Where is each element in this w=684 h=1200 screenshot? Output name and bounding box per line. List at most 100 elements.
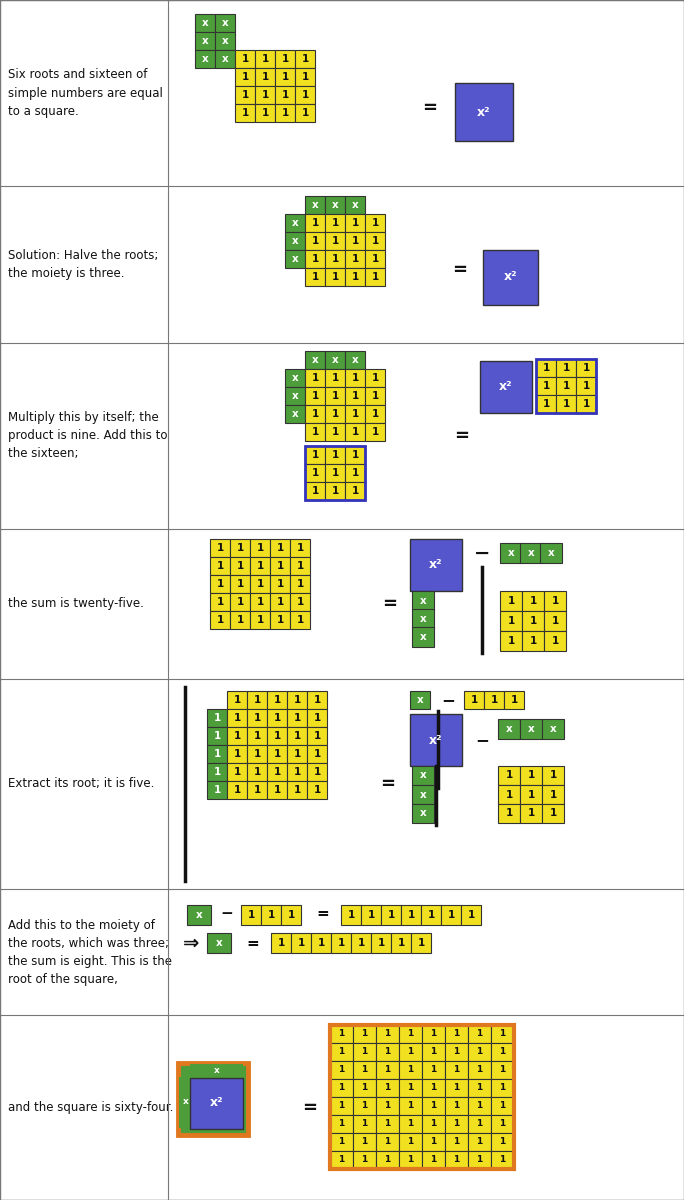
Text: 1: 1 <box>352 391 358 401</box>
Text: 1: 1 <box>549 809 557 818</box>
Bar <box>330 1133 353 1151</box>
Bar <box>247 781 267 799</box>
Bar <box>410 714 462 766</box>
Text: 1: 1 <box>476 1102 483 1110</box>
Text: 1: 1 <box>276 596 284 607</box>
Bar <box>207 745 227 763</box>
Text: x: x <box>419 790 426 799</box>
Bar <box>353 1133 376 1151</box>
Text: 1: 1 <box>274 731 280 740</box>
Text: 1: 1 <box>281 90 289 100</box>
Text: 1: 1 <box>331 373 339 383</box>
Bar <box>353 1043 376 1061</box>
Bar <box>345 232 365 250</box>
Bar <box>422 1133 445 1151</box>
Text: 1: 1 <box>529 596 537 606</box>
Bar <box>345 268 365 286</box>
Text: 1: 1 <box>384 1048 391 1056</box>
Bar <box>491 1097 514 1115</box>
Text: Add this to the moiety of
the roots, which was three;
the sum is eight. This is : Add this to the moiety of the roots, whi… <box>8 918 172 985</box>
Bar <box>207 781 227 799</box>
Bar <box>230 593 250 611</box>
Text: x: x <box>419 632 426 642</box>
Text: 1: 1 <box>453 1066 460 1074</box>
Bar <box>353 1079 376 1097</box>
Text: 1: 1 <box>371 409 379 419</box>
Text: x: x <box>312 200 318 210</box>
Text: 1: 1 <box>430 1102 436 1110</box>
Bar <box>445 1025 468 1043</box>
Text: 1: 1 <box>293 695 301 704</box>
Bar <box>290 611 310 629</box>
Bar <box>536 395 556 413</box>
Bar <box>287 763 307 781</box>
Bar <box>391 934 411 953</box>
Bar <box>179 1076 193 1128</box>
Bar <box>230 611 250 629</box>
Text: x: x <box>213 1066 220 1075</box>
Text: 1: 1 <box>281 108 289 118</box>
Text: 1: 1 <box>213 731 221 740</box>
Text: 1: 1 <box>408 1030 414 1038</box>
Text: =: = <box>454 427 469 445</box>
Bar <box>195 14 215 32</box>
Text: 1: 1 <box>237 560 244 571</box>
Text: 1: 1 <box>371 218 379 228</box>
Bar <box>491 1025 514 1043</box>
Text: x: x <box>291 391 298 401</box>
Text: 1: 1 <box>551 636 559 646</box>
Text: 1: 1 <box>352 373 358 383</box>
Text: 1: 1 <box>313 749 321 758</box>
Bar <box>500 590 522 611</box>
Bar <box>365 404 385 422</box>
Bar <box>210 575 230 593</box>
Text: 1: 1 <box>237 614 244 625</box>
Bar <box>353 1115 376 1133</box>
Text: 1: 1 <box>293 785 301 794</box>
Text: 1: 1 <box>453 1156 460 1164</box>
Bar <box>285 250 305 268</box>
Bar <box>210 593 230 611</box>
Bar <box>307 709 327 727</box>
Bar <box>330 1151 353 1169</box>
Bar <box>445 1097 468 1115</box>
Bar <box>401 905 421 925</box>
Bar <box>285 232 305 250</box>
Text: 1: 1 <box>293 749 301 758</box>
Bar <box>250 557 270 575</box>
Text: 1: 1 <box>562 362 570 373</box>
Text: 1: 1 <box>384 1030 391 1038</box>
Text: 1: 1 <box>331 450 339 460</box>
Bar <box>345 196 365 214</box>
Text: 1: 1 <box>499 1030 505 1038</box>
Text: 1: 1 <box>313 731 321 740</box>
Text: x: x <box>222 54 228 64</box>
Bar <box>285 404 305 422</box>
Bar <box>522 611 544 631</box>
Text: 1: 1 <box>253 695 261 704</box>
Text: 1: 1 <box>313 695 321 704</box>
Text: 1: 1 <box>339 1120 345 1128</box>
Bar <box>421 905 441 925</box>
Text: 1: 1 <box>361 1138 367 1146</box>
Text: 1: 1 <box>267 910 274 920</box>
Bar <box>275 86 295 104</box>
Text: 1: 1 <box>313 785 321 794</box>
Text: 1: 1 <box>311 486 319 496</box>
Bar <box>250 575 270 593</box>
Text: 1: 1 <box>371 254 379 264</box>
Text: 1: 1 <box>352 409 358 419</box>
Bar <box>271 934 291 953</box>
Bar <box>353 1097 376 1115</box>
Bar <box>267 763 287 781</box>
Bar <box>542 785 564 804</box>
Text: x: x <box>527 548 534 558</box>
Bar <box>267 781 287 799</box>
Text: 1: 1 <box>302 72 308 82</box>
Bar <box>461 905 481 925</box>
Bar <box>445 1079 468 1097</box>
Text: −: − <box>221 906 233 922</box>
Bar <box>576 377 596 395</box>
Text: 1: 1 <box>347 910 354 920</box>
Bar <box>500 611 522 631</box>
